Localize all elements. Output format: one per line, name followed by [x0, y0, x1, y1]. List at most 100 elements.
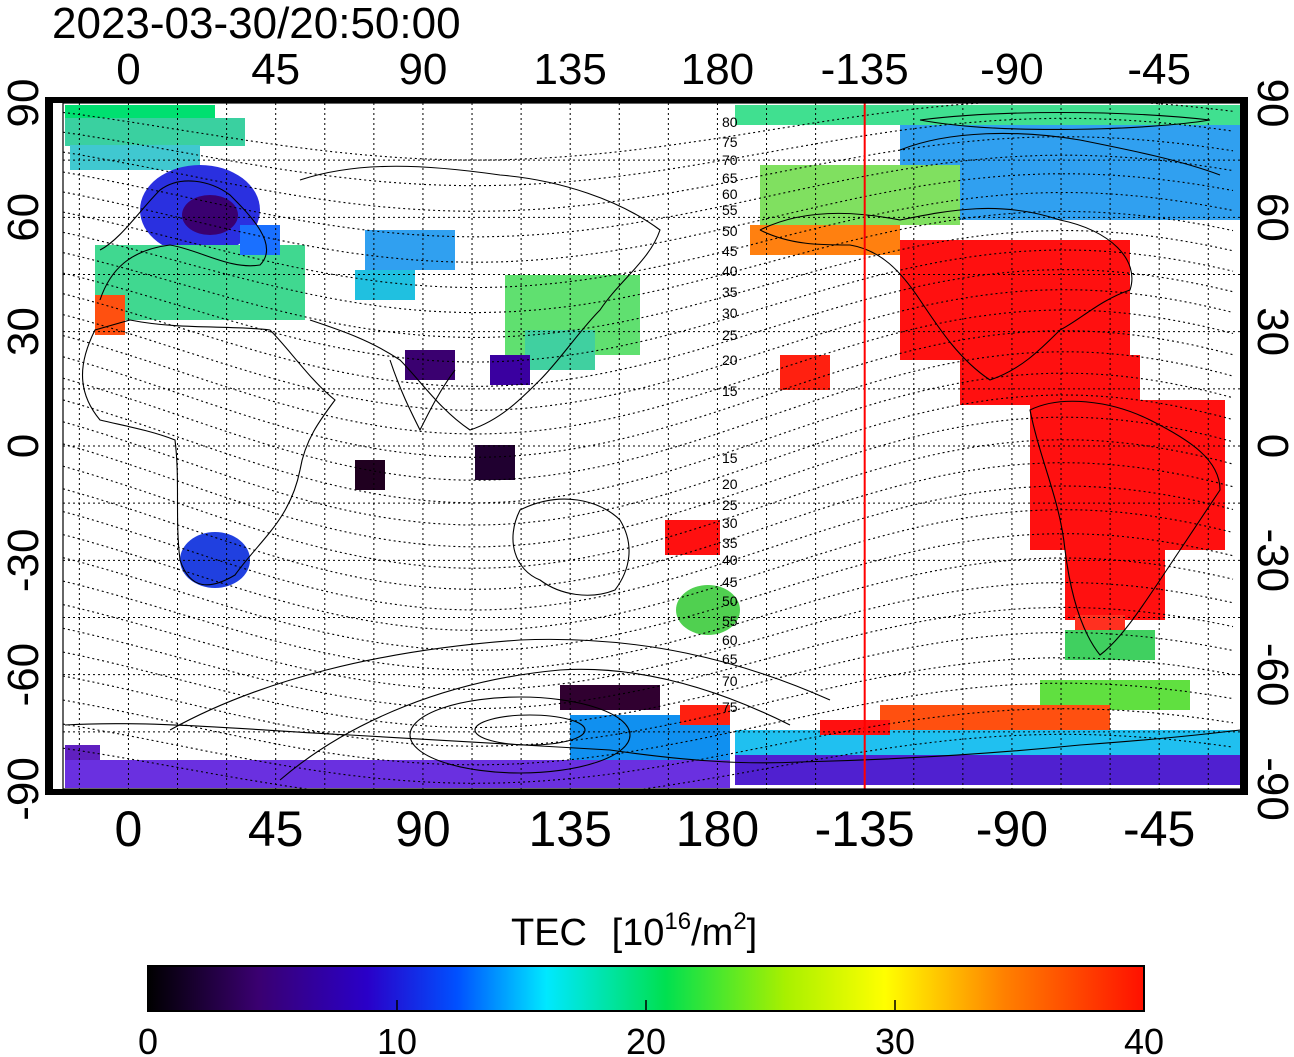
mlat-labels: 8075706560555045403530252015152025303540…: [722, 114, 738, 715]
lat-tick-label-right: 30: [1248, 307, 1294, 356]
lon-tick-label-top: -90: [980, 45, 1044, 94]
colorbar-unit-close: ]: [747, 912, 758, 954]
lon-tick-label-top: 0: [116, 45, 140, 94]
coastline-south-america: [1029, 400, 1221, 656]
lat-tick-label-left: -30: [0, 529, 48, 593]
lon-tick-label-bottom: -45: [1123, 801, 1195, 857]
colorbar-unit-mid: /m: [691, 912, 733, 954]
lon-tick-label-bottom: -90: [976, 801, 1048, 857]
mlat-contour: [63, 154, 1234, 238]
pole-contour: [919, 111, 1211, 131]
frame-bar-right: [1240, 97, 1248, 795]
mlat-label: 15: [722, 383, 738, 399]
pole-contour: [409, 696, 631, 774]
colorbar-tick-label: 30: [875, 1021, 915, 1057]
tec-patch: [960, 355, 1140, 405]
mlat-label: 45: [722, 243, 738, 259]
tec-patch: [95, 245, 305, 320]
mlat-contour: [63, 173, 1234, 263]
mlat-label: 70: [722, 673, 738, 689]
mlat-label: 30: [722, 305, 738, 321]
lon-tick-label-top: 180: [681, 45, 754, 94]
south-pole-contours: [169, 111, 1211, 781]
mlat-label: 35: [722, 284, 738, 300]
coastline-asia: [299, 165, 661, 431]
coastline-india: [389, 359, 456, 432]
mlat-contour: [63, 582, 1234, 690]
tec-patch: [760, 165, 960, 225]
colorbar-tick-label: 0: [138, 1021, 158, 1057]
mlat-label: 35: [722, 535, 738, 551]
mlat-label: 50: [722, 223, 738, 239]
mlat-label: 15: [722, 450, 738, 466]
tec-patch: [70, 145, 200, 170]
lon-tick-label-top: 45: [251, 45, 300, 94]
mlat-label: 75: [722, 699, 738, 715]
tec-map: 8075706560555045403530252015152025303540…: [45, 97, 1248, 795]
mlat-contour: [63, 416, 1234, 548]
mlat-label: 30: [722, 515, 738, 531]
colorbar-unit-sup: 16: [664, 908, 691, 935]
coastline-australia: [512, 498, 630, 596]
mlat-label: 80: [722, 114, 738, 130]
mlat-contour: [63, 394, 1234, 526]
coastline-canada-arctic: [899, 132, 1221, 176]
mlat-label: 40: [722, 552, 738, 568]
axis-labels: 0045459090135135180180-135-135-90-90-45-…: [0, 45, 1294, 857]
tec-patch: [475, 445, 515, 480]
tec-patch: [355, 460, 385, 490]
lon-tick-label-bottom: 180: [676, 801, 759, 857]
lon-tick-label-bottom: 0: [115, 801, 143, 857]
colorbar-title: TEC [1016/m2]: [511, 908, 757, 954]
tec-patch: [65, 105, 215, 119]
mlat-label: 40: [722, 263, 738, 279]
mlat-label: 60: [722, 186, 738, 202]
lon-tick-label-bottom: -135: [815, 801, 915, 857]
mlat-contour: [63, 230, 1234, 338]
tec-patch: [65, 745, 100, 760]
mlat-contour: [63, 533, 1234, 651]
mlat-label: 65: [722, 170, 738, 186]
mlat-contour: [63, 372, 1234, 504]
lat-tick-label-left: 0: [0, 434, 48, 458]
mlat-label: 55: [722, 202, 738, 218]
tec-patch: [735, 730, 1240, 755]
mlat-label: 20: [722, 352, 738, 368]
pole-contour: [474, 714, 586, 746]
mlat-contour: [63, 606, 1234, 710]
timestamp-title: 2023-03-30/20:50:00: [52, 0, 461, 48]
mlat-contour: [63, 439, 1234, 569]
magnetic-latitude-contours: [63, 103, 1234, 789]
lat-tick-label-left: 90: [0, 79, 48, 128]
lat-tick-label-right: 60: [1248, 193, 1294, 242]
frame-bar-bottom: [45, 789, 1248, 795]
mlat-contour: [63, 136, 1234, 212]
coastline-north-america: [759, 207, 1133, 381]
mlat-contour: [63, 191, 1234, 289]
mlat-contour: [63, 269, 1234, 387]
mlat-contour: [63, 631, 1234, 729]
lon-tick-label-top: 90: [398, 45, 447, 94]
mlat-label: 25: [722, 497, 738, 513]
tec-patch: [1030, 400, 1225, 550]
tec-patch: [676, 585, 740, 635]
coastline-africa: [82, 319, 336, 586]
mlat-contour: [63, 462, 1234, 590]
mlat-label: 75: [722, 134, 738, 150]
colorbar-tick-label: 10: [377, 1021, 417, 1057]
lat-tick-label-right: 0: [1248, 434, 1294, 458]
tec-patch: [735, 755, 1240, 785]
mlat-contour: [63, 330, 1234, 458]
lat-tick-label-left: 60: [0, 193, 48, 242]
lon-tick-label-top: 135: [533, 45, 606, 94]
colorbar-title-text: TEC: [511, 912, 587, 954]
tec-patch: [735, 105, 1240, 125]
lat-tick-label-right: -90: [1248, 757, 1294, 821]
mlat-label: 65: [722, 651, 738, 667]
lon-tick-label-top: -45: [1127, 45, 1191, 94]
mlat-contour: [63, 682, 1234, 766]
coastlines: [64, 132, 1241, 764]
tec-patch: [665, 520, 720, 555]
tec-patch: [900, 240, 1130, 360]
